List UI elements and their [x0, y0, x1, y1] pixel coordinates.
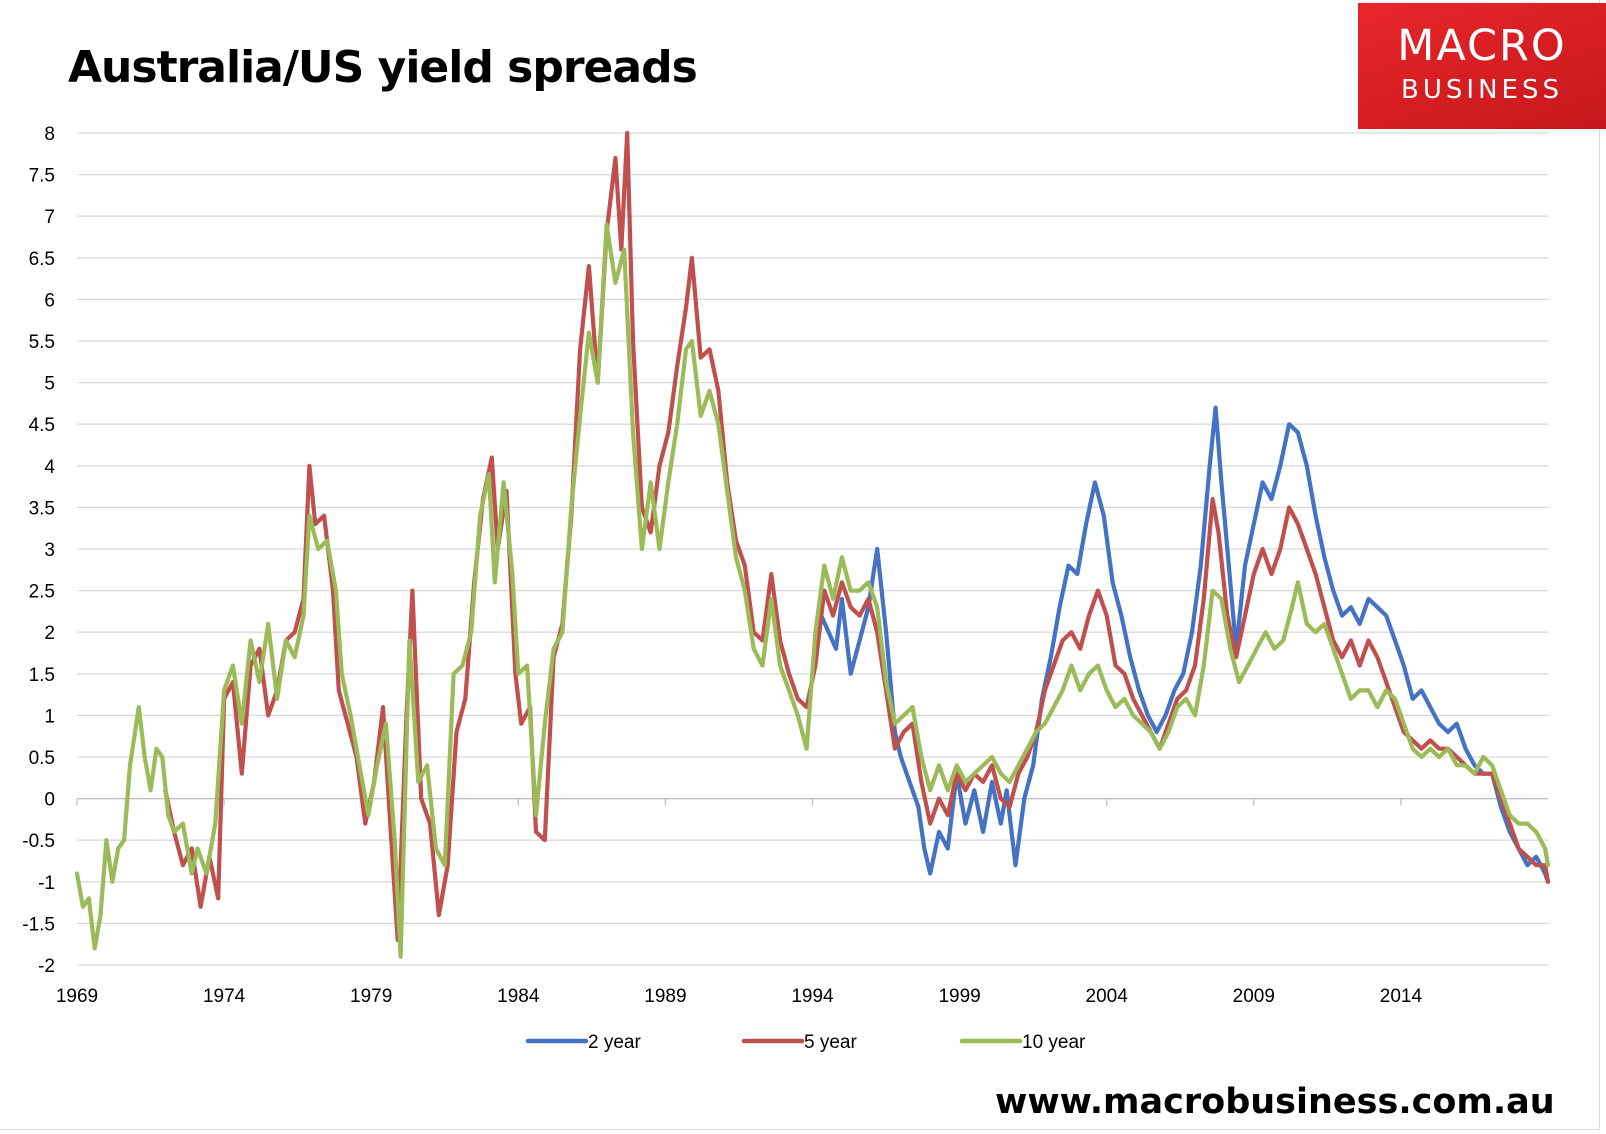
x-tick-label: 1974 — [203, 986, 246, 1007]
y-tick-label: 5 — [44, 374, 55, 395]
gridlines — [77, 132, 1548, 966]
legend-label: 10 year — [1022, 1032, 1086, 1053]
y-tick-label: 0 — [44, 790, 55, 811]
legend: 2 year 5 year 10 year — [525, 1032, 1086, 1053]
x-tick-label: 2009 — [1233, 986, 1275, 1007]
brand-logo-line2: BUSINESS — [1401, 75, 1563, 105]
y-tick-label: 2 — [44, 623, 55, 644]
axes: 8 7.5 7 6.5 6 5.5 5 4.5 4 3.5 3 2.5 2 1.5 1 0.5 0 -0.5 -1 -… — [22, 124, 1548, 1007]
series-line-10-year — [74, 222, 1551, 959]
y-tick-label: -0.5 — [22, 831, 55, 852]
y-tick-label: 2.5 — [29, 582, 55, 603]
y-tick-label: 3.5 — [29, 498, 55, 519]
y-tick-label: 6 — [44, 290, 55, 311]
y-tick-label: 4 — [44, 457, 55, 478]
series-line-2-year — [819, 405, 1551, 884]
y-tick-label: 6.5 — [29, 249, 55, 270]
brand-logo: MACRO BUSINESS — [1358, 3, 1606, 129]
y-tick-label: -1.5 — [22, 914, 55, 935]
y-tick-label: 5.5 — [29, 332, 55, 353]
site-url: www.macrobusiness.com.au — [995, 1082, 1555, 1122]
x-tick-label: 1984 — [497, 986, 540, 1007]
y-tick-label: 7 — [44, 207, 55, 228]
x-tick-label: 1989 — [644, 986, 686, 1007]
y-tick-label: 4.5 — [29, 415, 55, 436]
y-tick-label: 1.5 — [29, 665, 55, 686]
x-tick-label: 1969 — [56, 986, 98, 1007]
y-tick-label: 0.5 — [29, 748, 55, 769]
y-tick-label: 1 — [44, 706, 55, 727]
legend-label: 2 year — [588, 1032, 641, 1053]
series-lines — [74, 130, 1551, 959]
legend-label: 5 year — [804, 1032, 857, 1053]
y-tick-label: -1 — [38, 873, 55, 894]
y-tick-label: 8 — [44, 124, 55, 145]
chart-title: Australia/US yield spreads — [68, 42, 698, 93]
y-tick-label: 7.5 — [29, 166, 55, 187]
x-tick-label: 1999 — [938, 986, 980, 1007]
x-tick-label: 2014 — [1380, 986, 1423, 1007]
y-tick-label: 3 — [44, 540, 55, 561]
brand-logo-line1: MACRO — [1397, 21, 1567, 71]
y-tick-label: -2 — [38, 956, 55, 977]
x-tick-label: 1979 — [350, 986, 392, 1007]
series-line-5-year — [163, 130, 1551, 943]
x-tick-label: 2004 — [1086, 986, 1129, 1007]
x-tick-label: 1994 — [791, 986, 834, 1007]
